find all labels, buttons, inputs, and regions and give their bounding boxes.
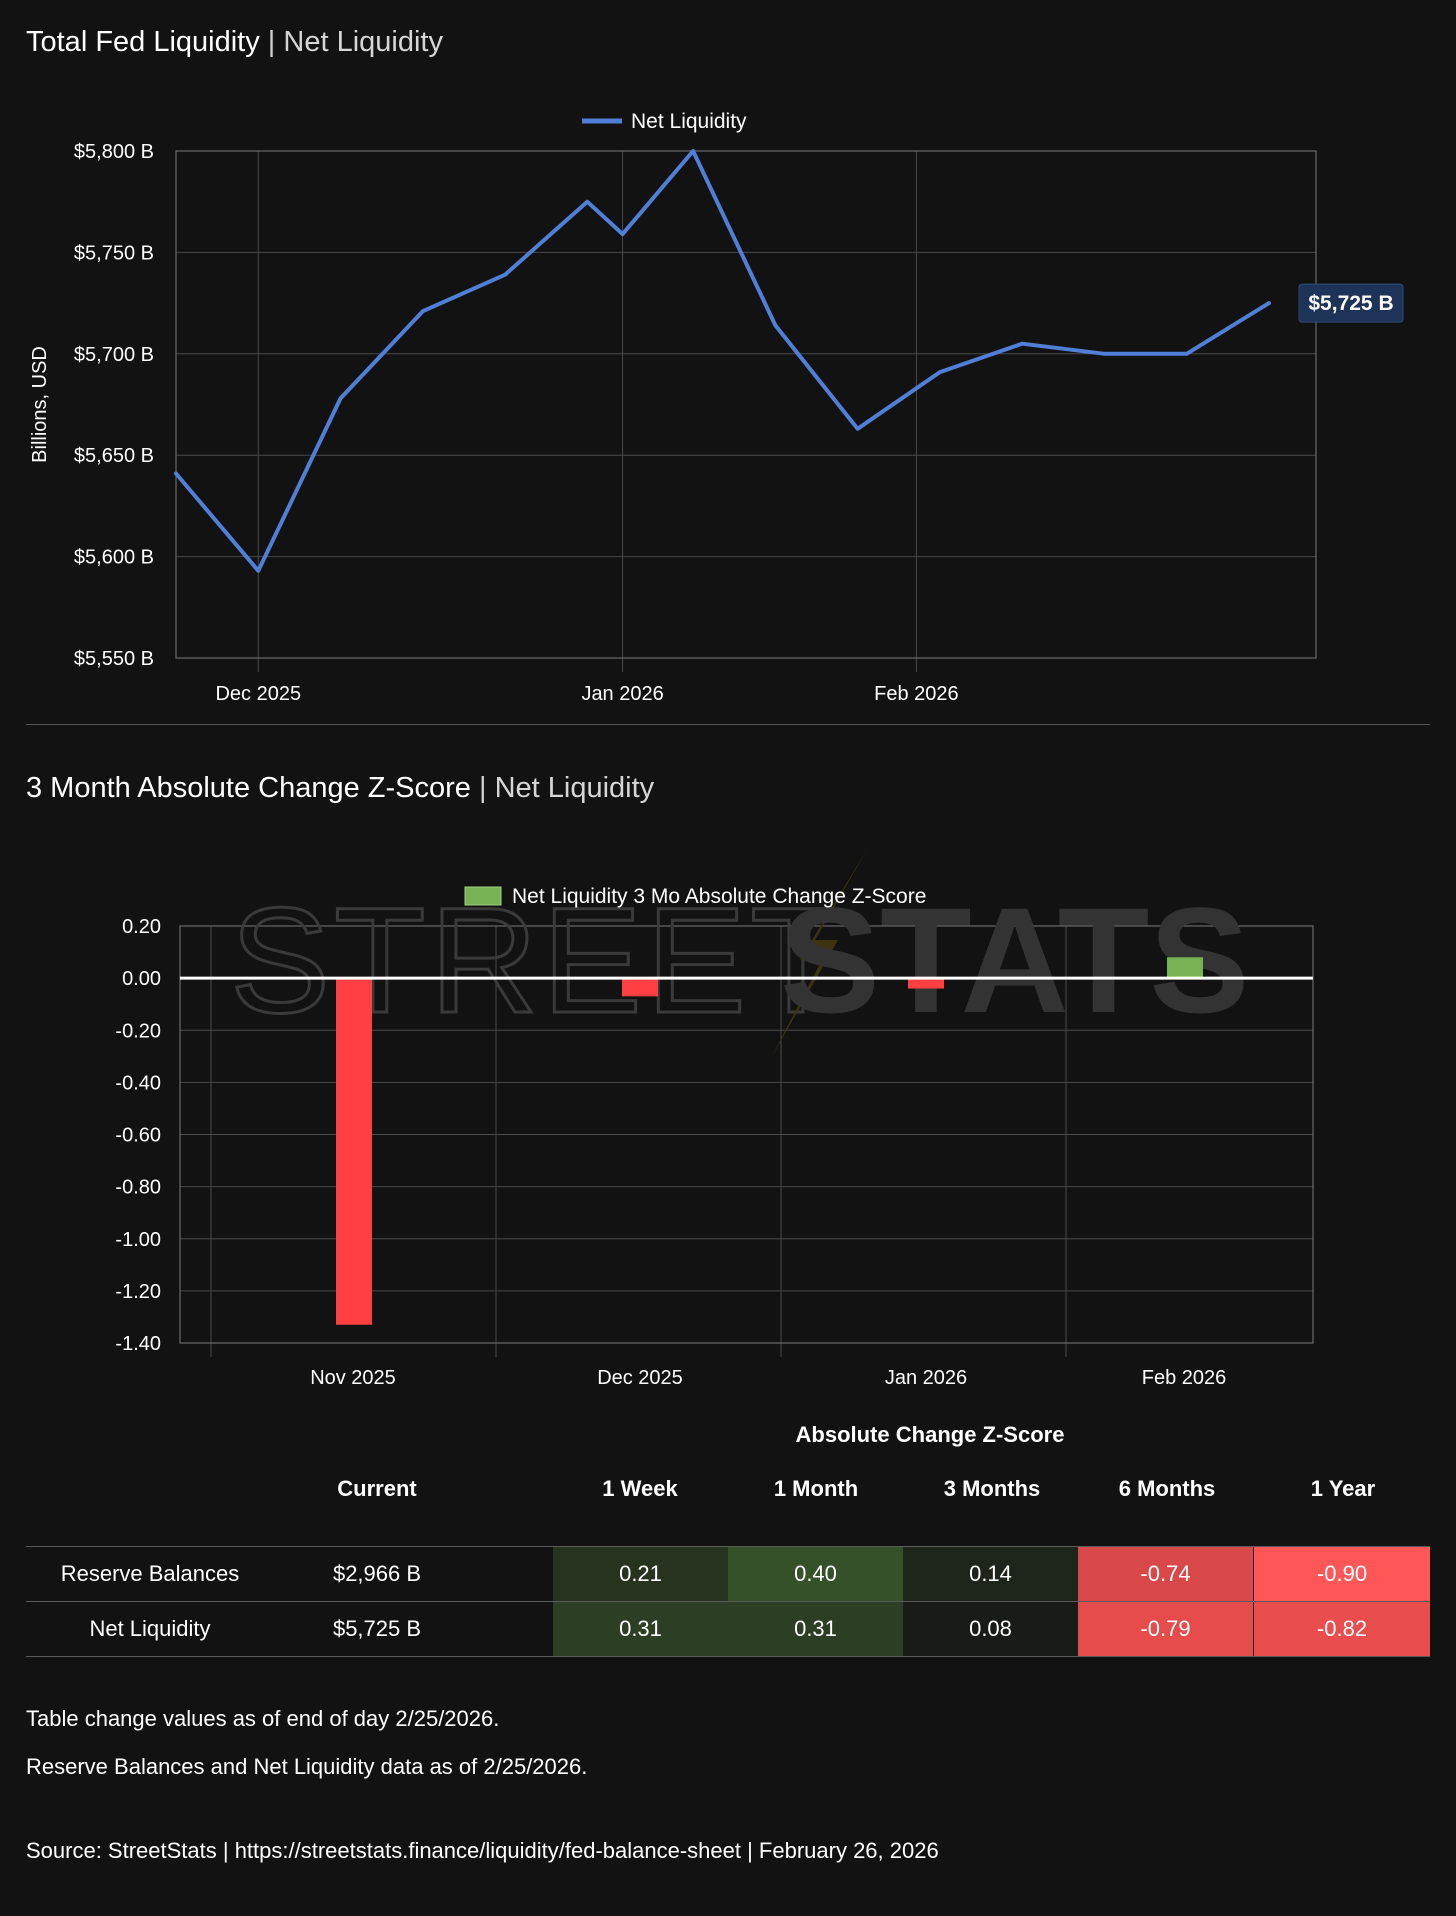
- zscore-cell: -0.74: [1078, 1547, 1253, 1601]
- x-tick-label: Feb 2026: [1142, 1367, 1227, 1389]
- table-row: Net Liquidity $5,725 B 0.31 0.31 0.08 -0.79 -0…: [26, 1602, 1430, 1657]
- zscore-cell: 0.31: [728, 1602, 903, 1656]
- line-chart-title-main: Total Fed Liquidity: [26, 26, 260, 58]
- bar-chart-bars: [336, 957, 1203, 1325]
- y-tick-label: -0.60: [115, 1125, 161, 1147]
- last-value-badge: $5,725 B: [1298, 283, 1404, 323]
- badge-background: [1298, 283, 1404, 323]
- zscore-cell: -0.79: [1078, 1602, 1253, 1656]
- zscore-cell: -0.90: [1254, 1547, 1430, 1601]
- table-header-row: Current 1 Week 1 Month 3 Months 6 Months 1 Ye…: [26, 1476, 1430, 1516]
- y-tick-label: 0.20: [122, 916, 161, 938]
- x-tick-label: Dec 2025: [215, 683, 301, 705]
- column-header: 3 Months: [943, 1476, 1041, 1501]
- bar-chart-title-sub: Net Liquidity: [494, 772, 655, 804]
- line-chart-title-sub: Net Liquidity: [283, 26, 443, 58]
- table-super-header-label: Absolute Change Z-Score: [795, 1422, 1065, 1447]
- y-tick-label: $5,700 B: [74, 344, 154, 366]
- bar-nov-2025: [336, 978, 372, 1325]
- y-tick-label: -0.20: [115, 1020, 161, 1042]
- x-tick-label: Jan 2026: [581, 683, 663, 705]
- bar-dec-2025: [622, 978, 658, 997]
- y-tick-label: -0.80: [115, 1177, 161, 1199]
- bar-chart-y-axis: 0.20 0.00 -0.20 -0.40 -0.60 -0.80 -1.00 -1.20 -1…: [115, 916, 161, 1355]
- watermark-text-light: STREET: [230, 876, 846, 1044]
- x-tick-label: Nov 2025: [310, 1367, 396, 1389]
- y-tick-label: $5,650 B: [74, 445, 154, 467]
- legend-swatch: [464, 886, 502, 906]
- note-table-date: Table change values as of end of day 2/2…: [26, 1706, 500, 1731]
- column-header: 1 Week: [602, 1476, 678, 1501]
- row-label: Reserve Balances: [60, 1561, 240, 1586]
- zscore-cell: 0.14: [903, 1547, 1078, 1601]
- current-value: $2,966 B: [332, 1561, 422, 1586]
- zscore-cell: 0.31: [553, 1602, 728, 1656]
- column-header: 1 Year: [1310, 1476, 1376, 1501]
- y-tick-label: $5,550 B: [74, 648, 154, 670]
- y-tick-label: $5,800 B: [74, 141, 154, 163]
- x-tick-label: Jan 2026: [885, 1367, 967, 1389]
- bar-chart-legend: Net Liquidity 3 Mo Absolute Change Z-Sco…: [464, 885, 926, 908]
- legend-label: Net Liquidity: [631, 110, 747, 133]
- current-value: $5,725 B: [332, 1616, 422, 1641]
- bar-feb-2026: [1167, 957, 1203, 979]
- y-tick-label: -1.40: [115, 1333, 161, 1355]
- plot-frame: [179, 925, 1314, 1344]
- y-tick-label: -1.20: [115, 1281, 161, 1303]
- line-chart-y-axis: $5,550 B $5,600 B $5,650 B $5,700 B $5,750 B…: [74, 141, 154, 670]
- zscore-cell: 0.08: [903, 1602, 1078, 1656]
- lightning-bolt-icon: [770, 848, 868, 1060]
- table-row: Reserve Balances $2,966 B 0.21 0.40 0.14 -0.7…: [26, 1547, 1430, 1602]
- line-chart-y-axis-label: Billions, USD: [29, 346, 51, 463]
- section-divider: [26, 724, 1430, 725]
- y-tick-label: $5,750 B: [74, 242, 154, 264]
- bar-chart-x-axis: Nov 2025 Dec 2025 Jan 2026 Feb 2026: [310, 1367, 1226, 1389]
- y-tick-label: -1.00: [115, 1229, 161, 1251]
- row-label: Net Liquidity: [89, 1616, 211, 1641]
- table-top-rule: [26, 1546, 1430, 1547]
- line-chart-title: Total Fed Liquidity | Net Liquidity: [26, 26, 443, 59]
- plot-frame: [175, 150, 1317, 659]
- badge-text: $5,725 B: [1308, 292, 1393, 315]
- legend-label: Net Liquidity 3 Mo Absolute Change Z-Sco…: [512, 885, 926, 908]
- note-data-date: Reserve Balances and Net Liquidity data …: [26, 1754, 588, 1779]
- title-separator: |: [259, 26, 284, 58]
- column-header: 6 Months: [1118, 1476, 1216, 1501]
- bar-jan-2026: [908, 978, 944, 989]
- y-tick-label: 0.00: [122, 968, 161, 990]
- column-header: Current: [337, 1476, 417, 1501]
- title-separator: |: [470, 772, 495, 804]
- line-chart-legend: Net Liquidity: [582, 110, 747, 133]
- line-chart-grid: [175, 150, 1317, 672]
- zscore-cell: -0.82: [1254, 1602, 1430, 1656]
- bar-chart-title-main: 3 Month Absolute Change Z-Score: [26, 772, 471, 804]
- table-super-header: Absolute Change Z-Score: [26, 1422, 1430, 1462]
- y-tick-label: -0.40: [115, 1072, 161, 1094]
- x-tick-label: Feb 2026: [874, 683, 959, 705]
- bar-chart-title: 3 Month Absolute Change Z-Score | Net Li…: [26, 772, 654, 805]
- column-header: 1 Month: [773, 1476, 859, 1501]
- x-tick-label: Dec 2025: [597, 1367, 683, 1389]
- net-liquidity-series-line: [174, 149, 1271, 573]
- zscore-bar-chart: STREET STATS Net Liquidity 3 Mo Absolute…: [115, 848, 1314, 1389]
- net-liquidity-line-chart: Net Liquidity $5,550 B$5,600 B$5,650 B$5…: [29, 110, 1404, 705]
- zscore-cell: 0.40: [728, 1547, 903, 1601]
- y-tick-label: $5,600 B: [74, 547, 154, 569]
- source-line: Source: StreetStats | https://streetstat…: [26, 1838, 939, 1863]
- zscore-cell: 0.21: [553, 1547, 728, 1601]
- streetstats-watermark: STREET STATS: [229, 848, 1249, 1060]
- line-chart-x-axis: Dec 2025 Jan 2026 Feb 2026: [215, 683, 958, 705]
